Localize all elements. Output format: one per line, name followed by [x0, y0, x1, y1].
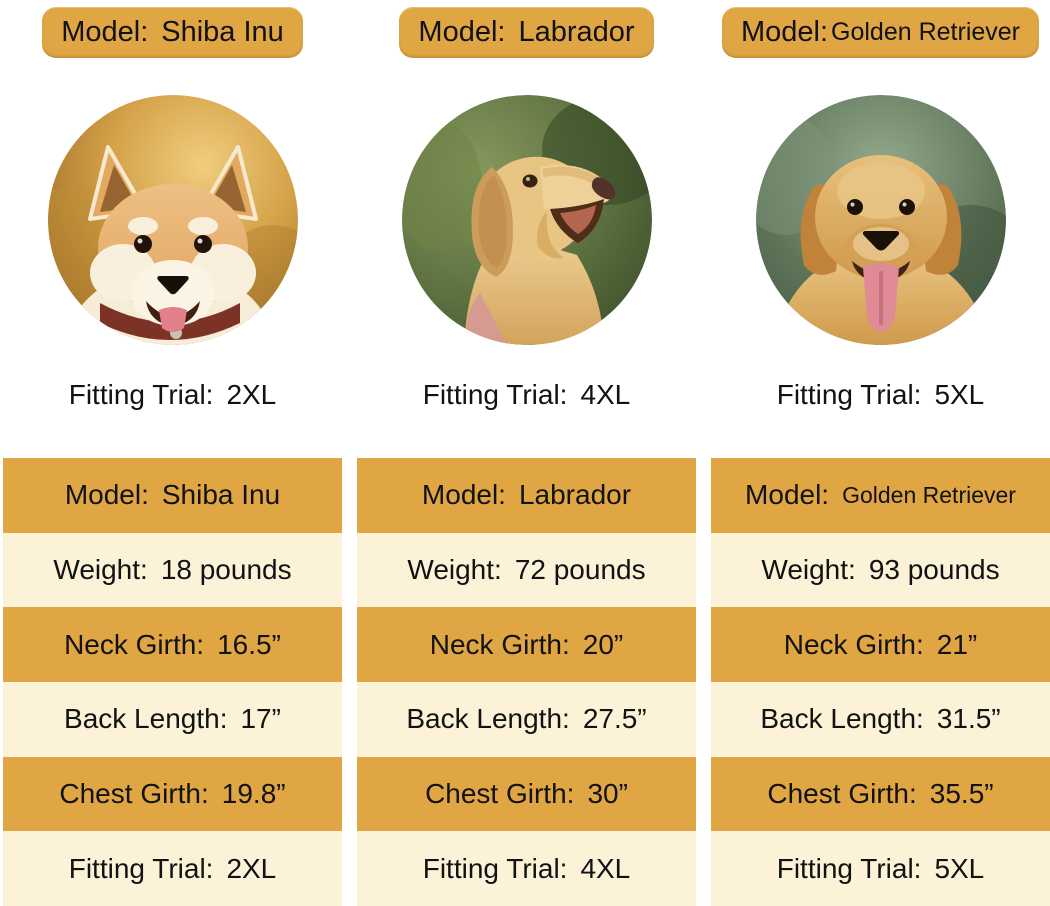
- model-badge-label: Model:: [61, 16, 149, 48]
- table-row-model: Model: Golden Retriever: [711, 458, 1050, 533]
- row-label: Weight:: [407, 554, 502, 585]
- row-value: 2XL: [226, 852, 277, 884]
- row-value: 18 pounds: [160, 554, 292, 585]
- row-label: Back Length:: [406, 703, 570, 735]
- size-table-golden-retriever: Model: Golden Retriever Weight: 93 pound…: [711, 458, 1050, 906]
- model-badge-value: Shiba Inu: [161, 16, 284, 48]
- row-value: 20”: [582, 628, 624, 660]
- model-badge-value: Golden Retriever: [831, 18, 1021, 46]
- row-label: Neck Girth:: [783, 628, 924, 660]
- row-value: 31.5”: [936, 703, 1001, 735]
- row-value: 27.5”: [582, 703, 647, 735]
- table-row-neck-girth: Neck Girth: 20”: [357, 607, 696, 683]
- table-row-weight: Weight: 93 pounds: [711, 532, 1050, 608]
- row-label: Model:: [64, 479, 149, 511]
- fitting-trial-label: Fitting Trial:: [776, 379, 922, 410]
- table-row-fitting-trial: Fitting Trial: 2XL: [3, 831, 342, 906]
- table-row-weight: Weight: 18 pounds: [3, 532, 342, 608]
- model-badge: Model: Shiba Inu: [42, 7, 303, 58]
- table-row-neck-girth: Neck Girth: 16.5”: [3, 607, 342, 683]
- table-row-fitting-trial: Fitting Trial: 5XL: [711, 831, 1050, 906]
- fitting-trial-text: Fitting Trial: 5XL: [777, 378, 985, 412]
- row-value: Shiba Inu: [161, 479, 281, 511]
- row-value: 35.5”: [929, 778, 994, 810]
- row-label: Back Length:: [64, 703, 228, 735]
- model-badge-label: Model:: [740, 16, 829, 48]
- row-value: Labrador: [518, 479, 632, 511]
- row-label: Chest Girth:: [425, 778, 575, 810]
- column-golden-retriever: Model: Golden Retriever: [711, 0, 1050, 906]
- row-label: Chest Girth:: [767, 778, 917, 810]
- row-label: Fitting Trial:: [776, 852, 922, 884]
- model-badge-value: Labrador: [518, 16, 635, 48]
- labrador-photo: [401, 95, 652, 345]
- row-value: 4XL: [580, 852, 631, 884]
- row-label: Model:: [745, 479, 830, 511]
- size-table-shiba-inu: Model: Shiba Inu Weight: 18 pounds Neck …: [3, 458, 342, 906]
- row-label: Weight:: [53, 554, 148, 585]
- column-shiba-inu: Model: Shiba Inu: [3, 0, 342, 906]
- row-value: 17”: [240, 703, 281, 735]
- table-row-neck-girth: Neck Girth: 21”: [711, 607, 1050, 683]
- model-badge: Model: Labrador: [399, 7, 654, 58]
- row-label: Model:: [421, 479, 506, 511]
- table-row-weight: Weight: 72 pounds: [357, 532, 696, 608]
- model-badge: Model: Golden Retriever: [721, 7, 1040, 58]
- row-label: Neck Girth:: [64, 628, 205, 660]
- fitting-trial-label: Fitting Trial:: [422, 379, 568, 410]
- table-row-model: Model: Shiba Inu: [3, 458, 342, 533]
- row-value: Golden Retriever: [842, 481, 1016, 508]
- row-label: Fitting Trial:: [422, 852, 568, 884]
- fitting-trial-text: Fitting Trial: 4XL: [423, 378, 631, 412]
- row-value: 5XL: [934, 852, 985, 884]
- row-value: 93 pounds: [868, 554, 1000, 585]
- row-label: Neck Girth:: [429, 628, 570, 660]
- table-row-fitting-trial: Fitting Trial: 4XL: [357, 831, 696, 906]
- row-value: 19.8”: [221, 778, 286, 810]
- table-row-chest-girth: Chest Girth: 19.8”: [3, 756, 342, 832]
- shiba-inu-photo: [47, 95, 298, 345]
- fitting-trial-value: 5XL: [934, 379, 985, 410]
- row-label: Chest Girth:: [59, 778, 209, 810]
- row-label: Fitting Trial:: [68, 852, 214, 884]
- table-row-back-length: Back Length: 31.5”: [711, 682, 1050, 757]
- model-badge-label: Model:: [418, 16, 506, 48]
- table-row-chest-girth: Chest Girth: 30”: [357, 756, 696, 832]
- row-value: 21”: [936, 628, 978, 660]
- table-row-back-length: Back Length: 27.5”: [357, 682, 696, 757]
- row-label: Back Length:: [760, 703, 924, 735]
- table-row-back-length: Back Length: 17”: [3, 682, 342, 757]
- column-labrador: Model: Labrador: [357, 0, 696, 906]
- row-label: Weight:: [761, 554, 856, 585]
- table-row-model: Model: Labrador: [357, 458, 696, 533]
- fitting-trial-text: Fitting Trial: 2XL: [69, 378, 277, 412]
- fitting-trial-value: 2XL: [226, 379, 277, 410]
- table-row-chest-girth: Chest Girth: 35.5”: [711, 756, 1050, 832]
- row-value: 72 pounds: [514, 554, 646, 585]
- row-value: 30”: [587, 778, 628, 810]
- row-value: 16.5”: [217, 628, 281, 660]
- fitting-trial-value: 4XL: [580, 379, 631, 410]
- fitting-trial-label: Fitting Trial:: [68, 379, 214, 410]
- size-table-labrador: Model: Labrador Weight: 72 pounds Neck G…: [357, 458, 696, 906]
- golden-retriever-photo: [755, 95, 1006, 345]
